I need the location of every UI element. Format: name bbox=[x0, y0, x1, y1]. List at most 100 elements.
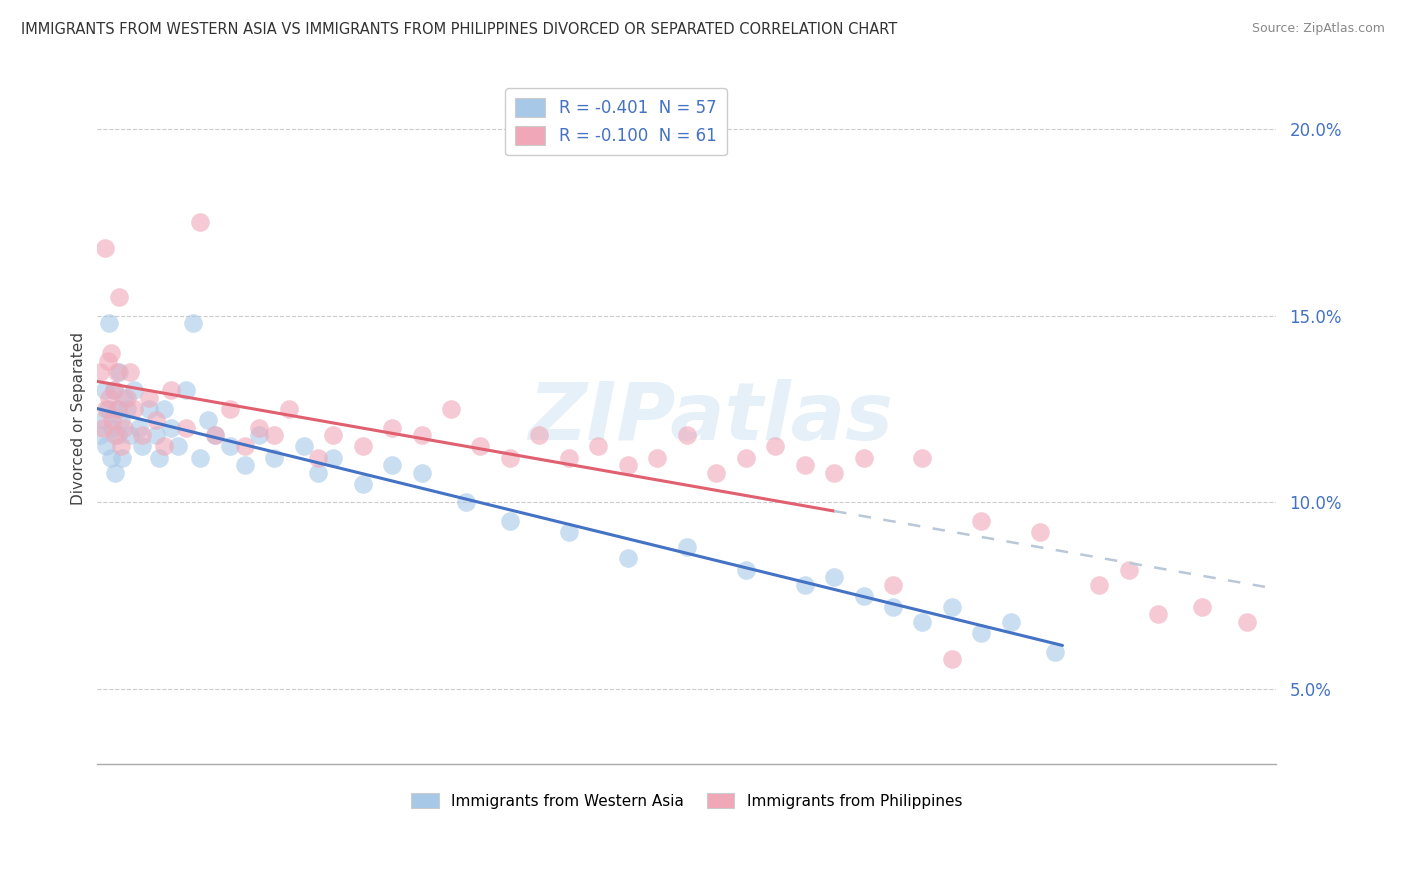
Point bbox=[91, 421, 114, 435]
Point bbox=[322, 450, 344, 465]
Point bbox=[93, 242, 115, 256]
Point bbox=[118, 365, 141, 379]
Point bbox=[204, 428, 226, 442]
Point bbox=[793, 577, 815, 591]
Point bbox=[219, 439, 242, 453]
Point bbox=[911, 615, 934, 629]
Point bbox=[322, 428, 344, 442]
Point bbox=[440, 402, 463, 417]
Point bbox=[89, 428, 111, 442]
Point bbox=[411, 428, 433, 442]
Point bbox=[100, 450, 122, 465]
Point bbox=[941, 652, 963, 666]
Point bbox=[96, 402, 118, 417]
Point bbox=[174, 384, 197, 398]
Point bbox=[277, 402, 299, 417]
Point bbox=[1088, 577, 1111, 591]
Point bbox=[249, 428, 271, 442]
Point bbox=[112, 421, 135, 435]
Point bbox=[138, 391, 160, 405]
Point bbox=[1236, 615, 1258, 629]
Point bbox=[307, 466, 329, 480]
Point bbox=[112, 391, 135, 405]
Point bbox=[1191, 599, 1213, 614]
Point bbox=[107, 402, 129, 417]
Point bbox=[115, 391, 138, 405]
Text: Source: ZipAtlas.com: Source: ZipAtlas.com bbox=[1251, 22, 1385, 36]
Point bbox=[970, 626, 993, 640]
Point bbox=[138, 402, 160, 417]
Point bbox=[763, 439, 786, 453]
Point bbox=[190, 215, 212, 229]
Point bbox=[107, 428, 129, 442]
Point bbox=[98, 391, 121, 405]
Point bbox=[499, 450, 522, 465]
Point bbox=[352, 476, 374, 491]
Point bbox=[1029, 525, 1052, 540]
Point bbox=[131, 428, 153, 442]
Point bbox=[381, 421, 404, 435]
Point bbox=[852, 450, 875, 465]
Point bbox=[110, 413, 132, 427]
Point bbox=[100, 346, 122, 360]
Point bbox=[470, 439, 492, 453]
Point bbox=[1000, 615, 1022, 629]
Point bbox=[152, 402, 174, 417]
Point bbox=[558, 525, 581, 540]
Point bbox=[108, 365, 131, 379]
Point bbox=[263, 450, 285, 465]
Point bbox=[105, 402, 128, 417]
Point bbox=[97, 353, 120, 368]
Point bbox=[105, 365, 128, 379]
Point bbox=[131, 439, 153, 453]
Point bbox=[104, 466, 127, 480]
Point bbox=[160, 384, 183, 398]
Point bbox=[104, 428, 127, 442]
Point bbox=[307, 450, 329, 465]
Point bbox=[219, 402, 242, 417]
Text: IMMIGRANTS FROM WESTERN ASIA VS IMMIGRANTS FROM PHILIPPINES DIVORCED OR SEPARATE: IMMIGRANTS FROM WESTERN ASIA VS IMMIGRAN… bbox=[21, 22, 897, 37]
Point bbox=[941, 599, 963, 614]
Point bbox=[122, 384, 145, 398]
Point bbox=[108, 290, 131, 304]
Point bbox=[89, 365, 111, 379]
Point bbox=[529, 428, 551, 442]
Point bbox=[454, 495, 477, 509]
Point bbox=[558, 450, 581, 465]
Point bbox=[675, 428, 697, 442]
Point bbox=[617, 551, 640, 566]
Point bbox=[174, 421, 197, 435]
Point bbox=[499, 514, 522, 528]
Point bbox=[882, 577, 904, 591]
Point bbox=[98, 316, 121, 330]
Point bbox=[181, 316, 204, 330]
Point bbox=[411, 466, 433, 480]
Point bbox=[823, 570, 845, 584]
Y-axis label: Divorced or Separated: Divorced or Separated bbox=[72, 332, 86, 505]
Point bbox=[122, 402, 145, 417]
Point bbox=[152, 439, 174, 453]
Point bbox=[734, 563, 756, 577]
Point bbox=[704, 466, 727, 480]
Point bbox=[263, 428, 285, 442]
Point bbox=[823, 466, 845, 480]
Point bbox=[167, 439, 190, 453]
Point bbox=[1043, 645, 1066, 659]
Point bbox=[110, 439, 132, 453]
Point bbox=[101, 413, 124, 427]
Point bbox=[249, 421, 271, 435]
Point bbox=[101, 421, 124, 435]
Point bbox=[160, 421, 183, 435]
Point bbox=[145, 413, 167, 427]
Point bbox=[911, 450, 934, 465]
Point bbox=[96, 439, 118, 453]
Point bbox=[148, 450, 170, 465]
Text: ZIPatlas: ZIPatlas bbox=[527, 379, 893, 458]
Point bbox=[103, 384, 125, 398]
Point bbox=[93, 384, 115, 398]
Legend: Immigrants from Western Asia, Immigrants from Philippines: Immigrants from Western Asia, Immigrants… bbox=[405, 787, 969, 815]
Point bbox=[292, 439, 315, 453]
Point bbox=[145, 428, 167, 442]
Point bbox=[91, 413, 114, 427]
Point bbox=[97, 402, 120, 417]
